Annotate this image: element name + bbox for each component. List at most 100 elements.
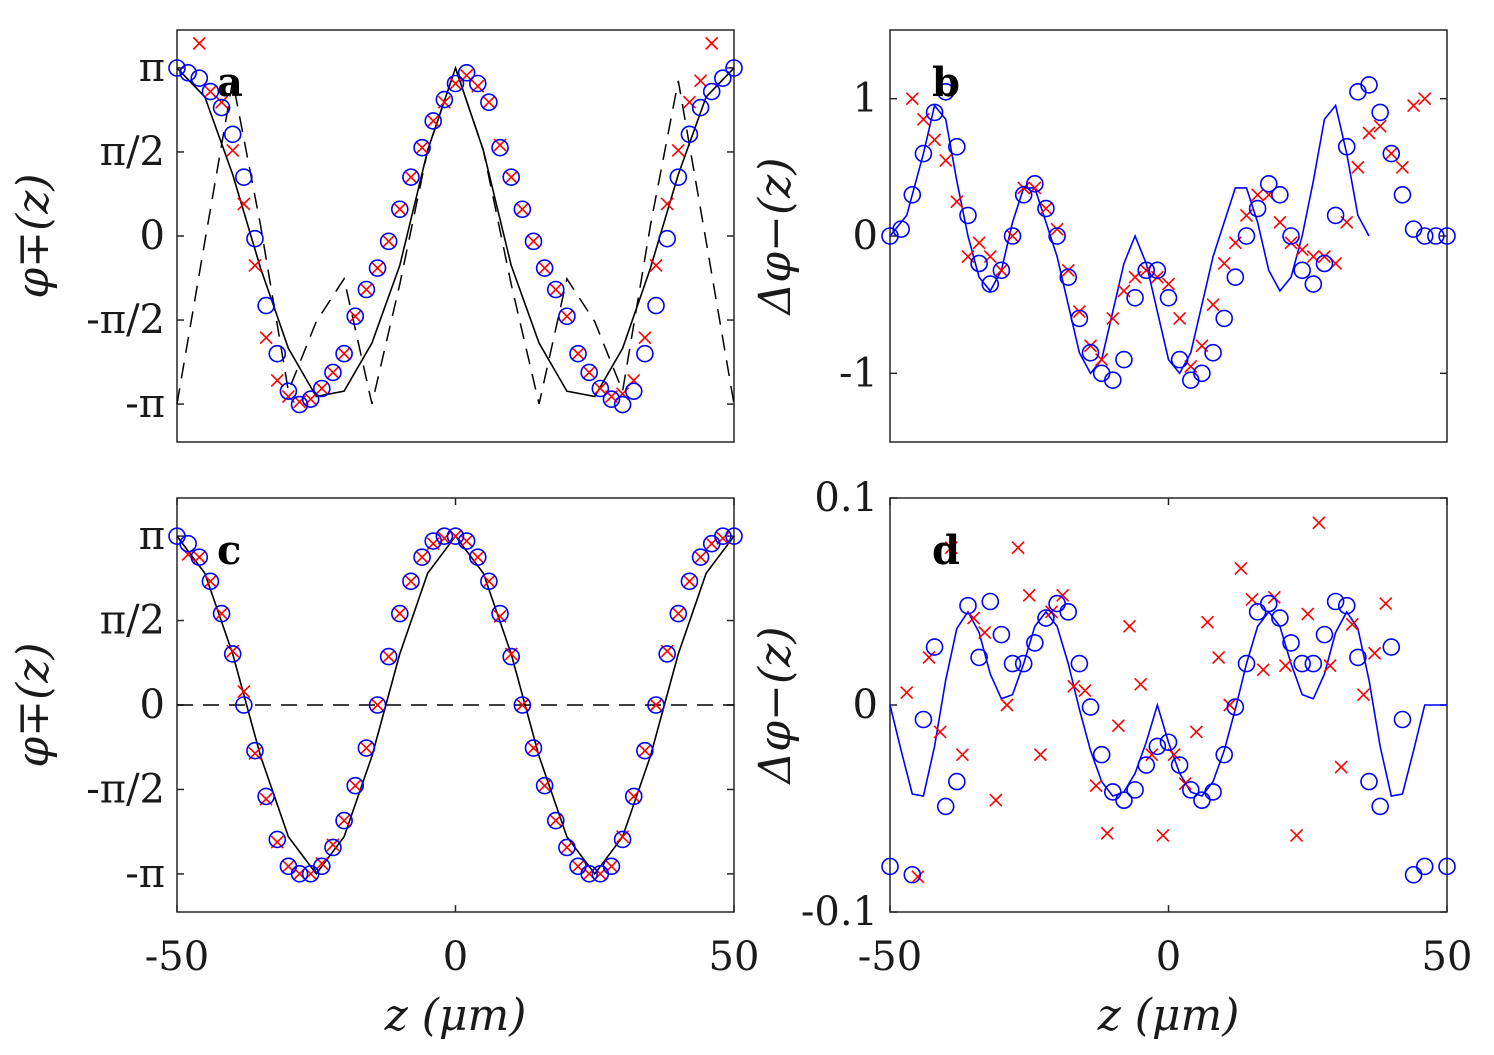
cross-marker: [1078, 683, 1092, 698]
circle-marker: [346, 307, 365, 326]
circle-marker: [903, 186, 922, 204]
circle-marker: [413, 548, 431, 566]
circle-marker: [268, 344, 287, 363]
circle-marker: [468, 548, 487, 566]
y-tick-label: -1: [839, 350, 878, 396]
circle-marker: [190, 69, 209, 87]
circle-marker: [424, 112, 443, 130]
cross-marker: [359, 282, 373, 297]
y-tick-label: 0: [853, 213, 878, 259]
circle-marker: [1081, 343, 1100, 362]
cross-marker: [515, 698, 529, 712]
cross-marker: [1039, 201, 1053, 216]
circle-marker: [257, 296, 275, 315]
cross-marker: [192, 36, 206, 50]
circle-marker: [1159, 288, 1178, 307]
circle-marker: [970, 254, 988, 273]
circle-marker: [558, 838, 576, 857]
circle-marker: [1438, 857, 1456, 876]
panel-a: π π/2 0 -π/2 -π a φ∓(z): [8, 29, 743, 443]
circle-marker: [959, 596, 977, 615]
circle-marker: [524, 232, 543, 251]
circle-marker: [658, 645, 676, 663]
cross-marker: [382, 234, 396, 248]
cross-marker: [1317, 250, 1332, 264]
solid-curve: [889, 103, 1370, 375]
circle-marker: [1326, 592, 1345, 611]
cross-marker: [1011, 541, 1025, 555]
circle-marker: [268, 830, 287, 849]
circle-marker: [313, 379, 331, 398]
cross-marker: [989, 793, 1003, 807]
circle-marker: [1092, 745, 1111, 764]
cross-marker: [705, 36, 719, 50]
circle-marker: [1115, 350, 1133, 369]
plot-frame: [889, 497, 1448, 913]
circle-marker: [446, 74, 465, 93]
circle-marker: [669, 604, 688, 623]
y-tick-label: π/2: [100, 129, 165, 175]
circle-marker: [201, 572, 220, 591]
circle-marker: [435, 90, 454, 109]
circle-marker: [1193, 364, 1211, 383]
circle-marker: [647, 696, 665, 714]
circle-marker: [1137, 261, 1156, 280]
circle-marker: [1427, 227, 1445, 245]
cross-marker: [638, 331, 652, 345]
y-tick-label: -π: [125, 851, 165, 897]
circle-marker: [1170, 756, 1189, 774]
cross-marker: [955, 748, 969, 762]
cross-marker: [939, 153, 953, 168]
cross-marker: [1407, 98, 1421, 113]
circle-marker: [290, 395, 309, 414]
circle-marker: [1048, 594, 1066, 613]
cross-marker: [203, 84, 217, 99]
circle-marker: [1259, 175, 1278, 193]
cross-marker: [638, 744, 652, 758]
cross-marker: [214, 607, 229, 621]
circle-marker: [368, 696, 387, 714]
circle-marker: [936, 797, 955, 816]
cross-marker: [1312, 516, 1326, 530]
circle-marker: [1014, 654, 1033, 673]
cross-marker: [359, 741, 373, 755]
panel-label: c: [217, 527, 241, 574]
cross-marker: [1145, 748, 1159, 762]
circle-marker: [524, 739, 543, 757]
cross-marker: [694, 550, 708, 564]
cross-marker: [1212, 650, 1226, 664]
circle-marker: [1404, 865, 1423, 884]
cross-marker: [1173, 311, 1187, 325]
circle-marker: [903, 865, 922, 884]
cross-marker: [471, 550, 485, 564]
cross-marker: [978, 625, 992, 640]
cross-marker: [560, 309, 574, 323]
cross-marker: [649, 698, 663, 712]
cross-marker: [1022, 588, 1036, 602]
cross-marker: [404, 170, 418, 184]
cross-marker: [1217, 256, 1231, 271]
cross-marker: [1351, 160, 1365, 174]
cross-marker: [549, 282, 563, 297]
circle-marker: [1115, 791, 1133, 810]
circle-marker: [246, 741, 264, 760]
circle-marker: [446, 527, 465, 545]
plot-area: [882, 516, 1456, 884]
y-tick-label: -π: [125, 381, 165, 427]
circle-marker: [513, 696, 532, 714]
circle-marker: [992, 625, 1011, 644]
circle-marker: [357, 280, 376, 299]
panel-c: π π/2 0 -π/2 -π -50 0 50 c φ∓(z) z (μm): [8, 497, 759, 1041]
circle-marker: [301, 390, 320, 408]
circle-marker: [212, 98, 231, 117]
circle-marker: [925, 638, 944, 656]
circle-marker: [435, 527, 454, 545]
circle-marker: [390, 200, 409, 219]
circle-marker: [1237, 227, 1256, 245]
circle-marker: [368, 259, 387, 277]
circle-marker: [613, 395, 632, 414]
circle-marker: [1092, 364, 1111, 383]
cross-marker: [526, 741, 541, 755]
circle-marker: [680, 125, 699, 144]
